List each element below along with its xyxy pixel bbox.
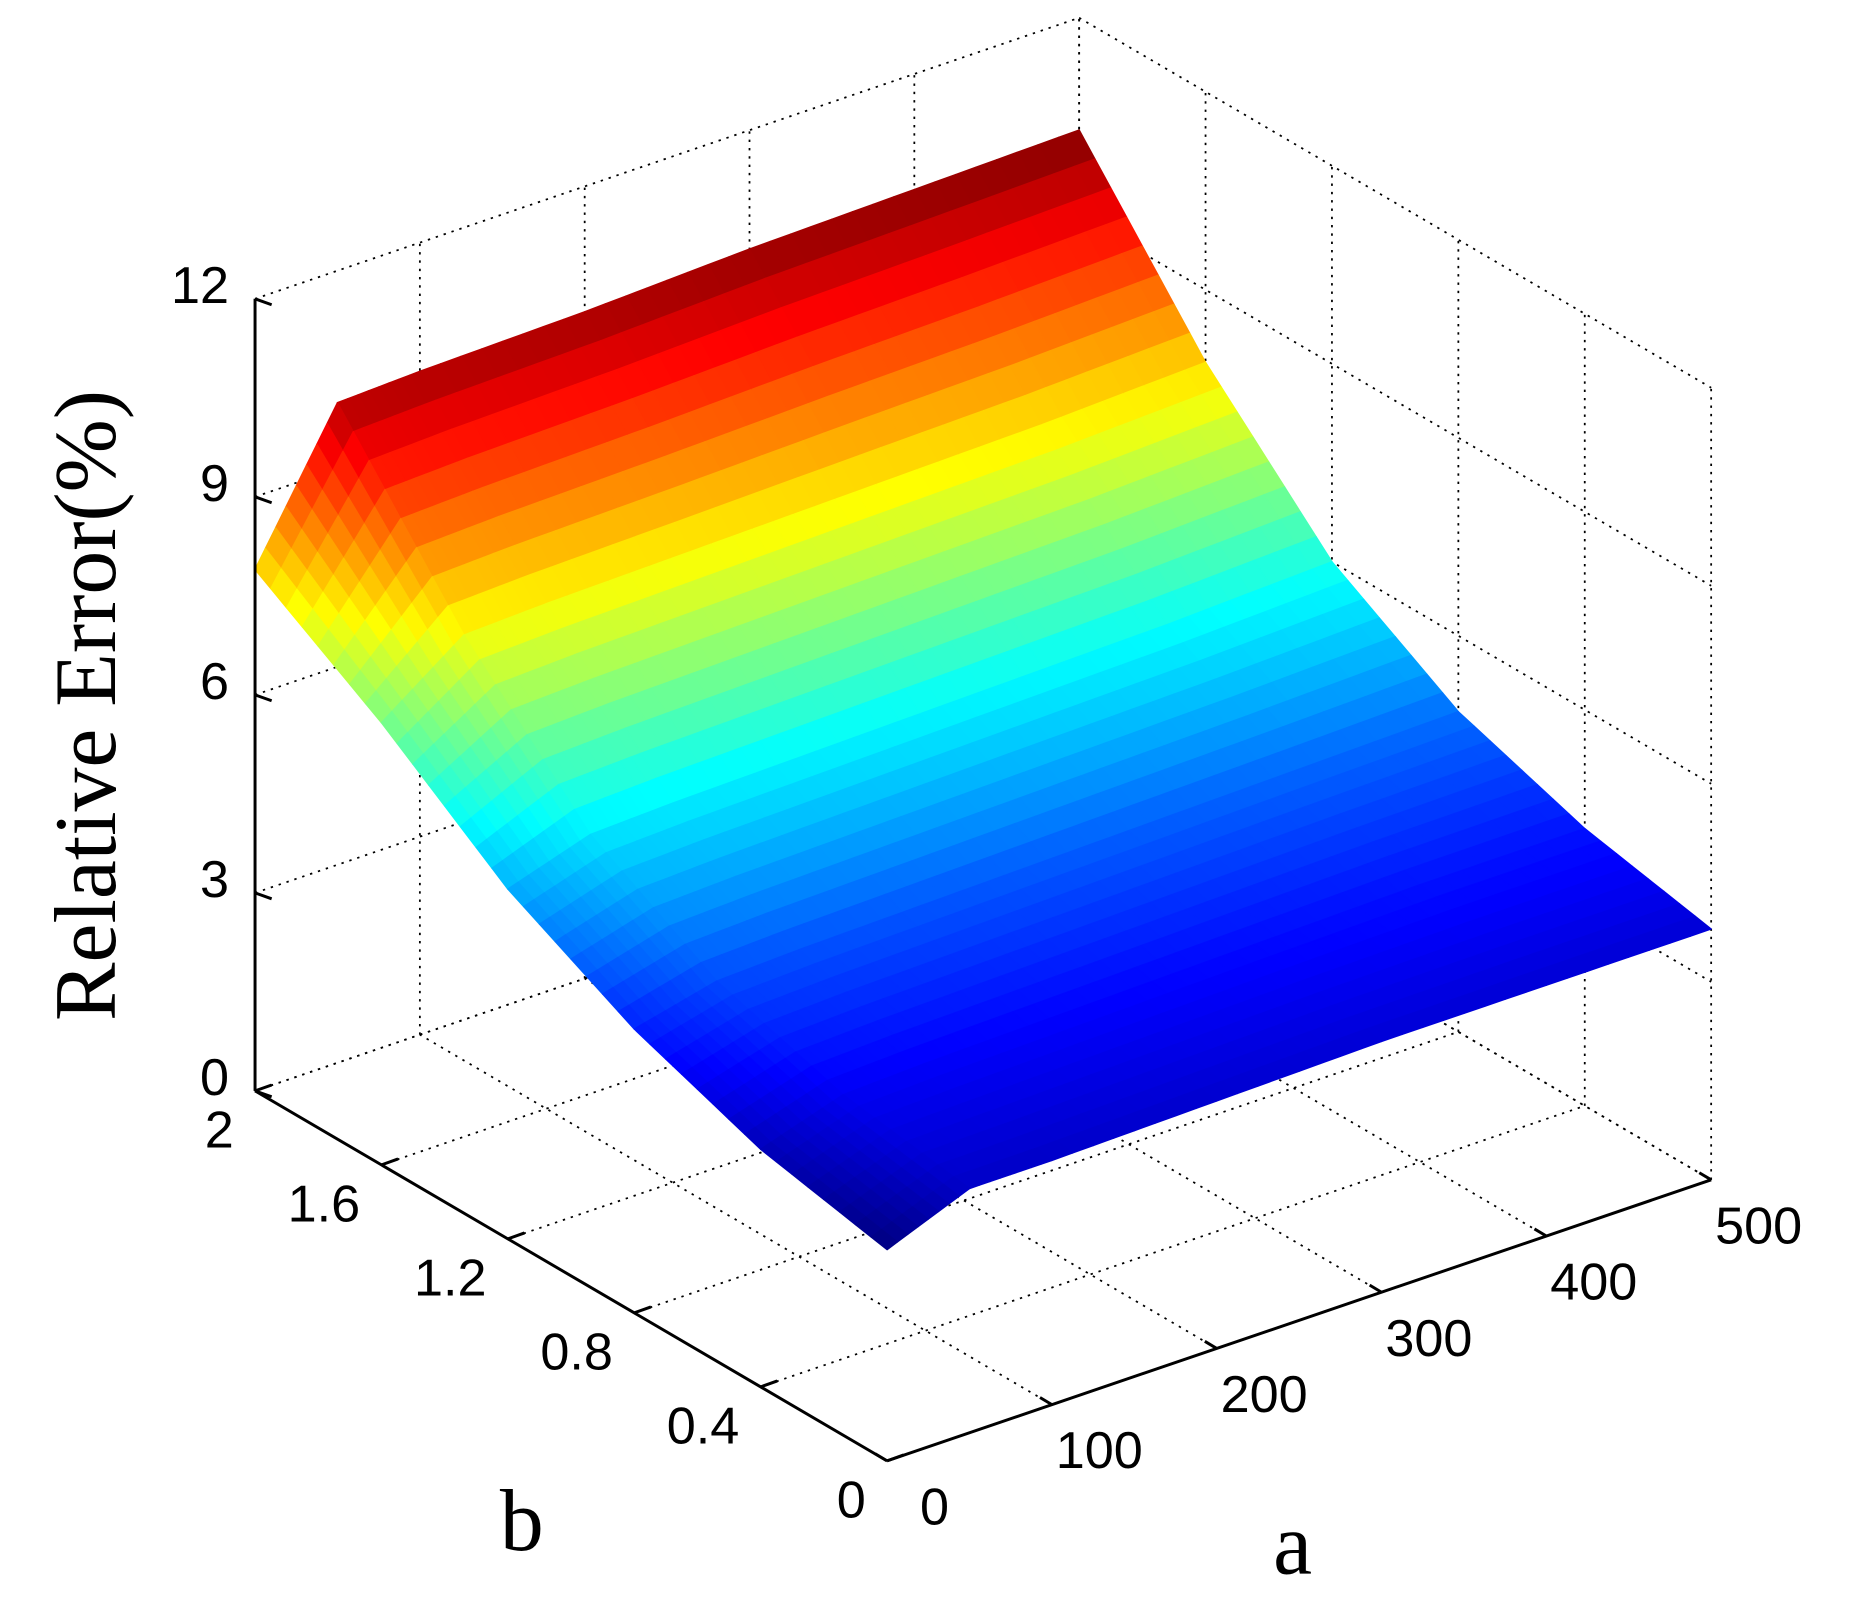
z-tick-label: 6 [200, 653, 229, 711]
z-tick-label: 0 [200, 1049, 229, 1107]
y-tick [633, 1305, 652, 1315]
y-tick [254, 1083, 273, 1093]
y-tick [760, 1379, 778, 1389]
z-tick [254, 297, 273, 307]
y-tick-label: 1.6 [288, 1175, 361, 1233]
x-axis [886, 1178, 1712, 1463]
x-tick [1533, 1227, 1548, 1238]
x-tick-label: 200 [1221, 1366, 1308, 1424]
z-axis-label: Relative Error(%) [37, 390, 134, 1021]
x-tick [874, 1452, 888, 1463]
y-tick-label: 0.4 [667, 1397, 740, 1455]
x-tick [1204, 1340, 1218, 1350]
surface-patch [870, 1228, 899, 1251]
x-tick-label: 100 [1056, 1422, 1143, 1480]
y-tick [380, 1157, 399, 1167]
z-tick [254, 495, 273, 505]
z-tick [254, 891, 273, 901]
z-tick-label: 9 [200, 455, 229, 513]
z-tick [254, 1089, 273, 1099]
z-tick-label: 3 [200, 851, 229, 909]
x-tick [1698, 1171, 1712, 1182]
y-axis-label: b [500, 1472, 544, 1569]
x-axis-label: a [1273, 1495, 1312, 1592]
y-tick-label: 2 [205, 1101, 234, 1159]
y-tick [886, 1453, 905, 1463]
x-tick-label: 300 [1385, 1310, 1472, 1368]
z-tick [254, 693, 273, 703]
y-axis [254, 1089, 888, 1463]
y-tick-label: 0.8 [540, 1323, 613, 1381]
x-tick-label: 400 [1550, 1254, 1637, 1312]
y-tick-label: 0 [837, 1471, 866, 1529]
x-tick-label: 500 [1715, 1197, 1802, 1255]
grid-line [1078, 17, 1712, 389]
x-tick-label: 0 [920, 1478, 949, 1536]
x-tick [1368, 1283, 1383, 1294]
y-tick [507, 1231, 525, 1241]
grid-line [419, 1033, 1053, 1406]
y-tick-label: 1.2 [414, 1249, 487, 1307]
x-tick [1039, 1396, 1053, 1406]
grid-line [1078, 413, 1712, 785]
grid-line [1078, 215, 1712, 587]
z-tick-label: 12 [171, 257, 229, 315]
